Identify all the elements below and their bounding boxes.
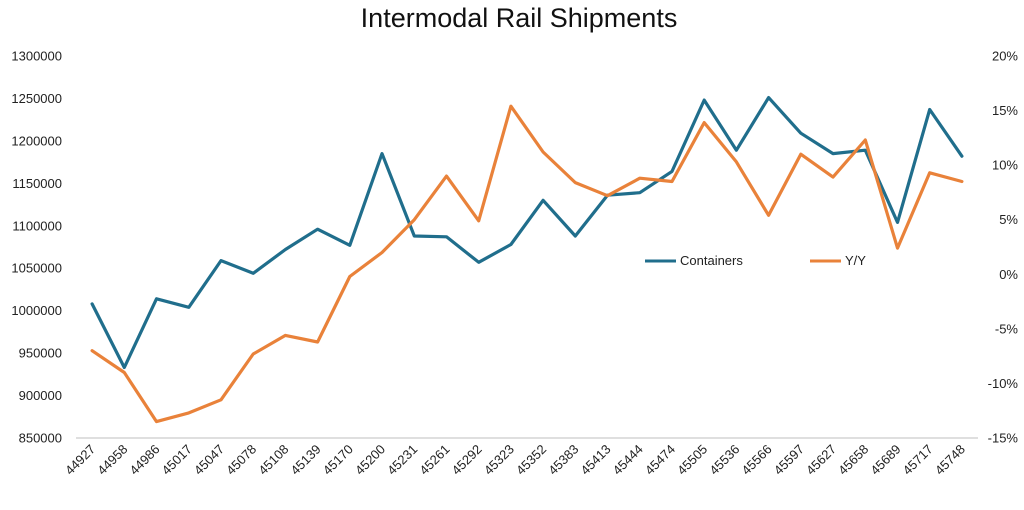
right-tick-label: 20% xyxy=(992,49,1018,64)
right-tick-label: -5% xyxy=(995,321,1019,336)
x-tick-label: 45505 xyxy=(674,442,710,478)
x-tick-label: 45323 xyxy=(481,442,517,478)
x-tick-label: 44986 xyxy=(126,442,162,478)
x-tick-label: 45748 xyxy=(932,442,968,478)
x-tick-label: 44927 xyxy=(62,442,98,478)
x-tick-label: 45108 xyxy=(255,442,291,478)
x-tick-label: 45474 xyxy=(642,442,678,478)
x-tick-label: 45597 xyxy=(771,442,807,478)
x-tick-label: 45413 xyxy=(577,442,613,478)
left-axis-ticks: 1300000 1250000 1200000 1150000 1100000 10500… xyxy=(11,49,62,446)
legend-label-yy: Y/Y xyxy=(845,253,866,268)
x-tick-label: 45383 xyxy=(545,442,581,478)
right-axis-ticks: 20% 15% 10% 5% 0% -5% -10% -15% xyxy=(988,49,1019,446)
left-tick-label: 1250000 xyxy=(11,91,62,106)
left-tick-label: 1300000 xyxy=(11,49,62,64)
left-tick-label: 1050000 xyxy=(11,261,62,276)
x-tick-label: 45231 xyxy=(384,442,420,478)
series-line-yy xyxy=(90,104,964,424)
x-tick-label: 45261 xyxy=(416,442,452,478)
left-tick-label: 1200000 xyxy=(11,133,62,148)
x-tick-label: 45047 xyxy=(191,442,227,478)
x-tick-label: 45689 xyxy=(867,442,903,478)
x-axis-ticks: 4492744958449864501745047450784510845139… xyxy=(62,442,968,478)
x-tick-label: 45717 xyxy=(900,442,936,478)
x-tick-label: 45627 xyxy=(803,442,839,478)
left-tick-label: 1150000 xyxy=(12,176,62,191)
x-tick-label: 45078 xyxy=(223,442,259,478)
x-tick-label: 45292 xyxy=(449,442,485,478)
left-tick-label: 900000 xyxy=(19,388,62,403)
right-tick-label: 0% xyxy=(999,267,1018,282)
series-line-containers xyxy=(90,95,964,370)
left-tick-label: 1000000 xyxy=(11,303,62,318)
x-tick-label: 45536 xyxy=(706,442,742,478)
legend-label-containers: Containers xyxy=(680,253,743,268)
right-tick-label: 5% xyxy=(999,212,1018,227)
x-tick-label: 45170 xyxy=(320,442,356,478)
right-tick-label: -10% xyxy=(988,376,1019,391)
series-layer xyxy=(90,95,964,424)
x-tick-label: 45444 xyxy=(610,442,646,478)
chart-title: Intermodal Rail Shipments xyxy=(361,3,678,33)
x-tick-label: 45017 xyxy=(159,442,195,478)
right-tick-label: 10% xyxy=(992,158,1018,173)
x-tick-label: 45352 xyxy=(513,442,549,478)
x-tick-label: 45139 xyxy=(288,442,324,478)
right-tick-label: -15% xyxy=(988,431,1019,446)
left-tick-label: 1100000 xyxy=(12,218,62,233)
x-tick-label: 45566 xyxy=(739,442,775,478)
left-tick-label: 950000 xyxy=(19,346,62,361)
x-tick-label: 45200 xyxy=(352,442,388,478)
left-tick-label: 850000 xyxy=(19,431,62,446)
x-tick-label: 44958 xyxy=(94,442,130,478)
x-tick-label: 45658 xyxy=(835,442,871,478)
legend: Containers Y/Y xyxy=(645,253,866,268)
right-tick-label: 15% xyxy=(992,103,1018,118)
